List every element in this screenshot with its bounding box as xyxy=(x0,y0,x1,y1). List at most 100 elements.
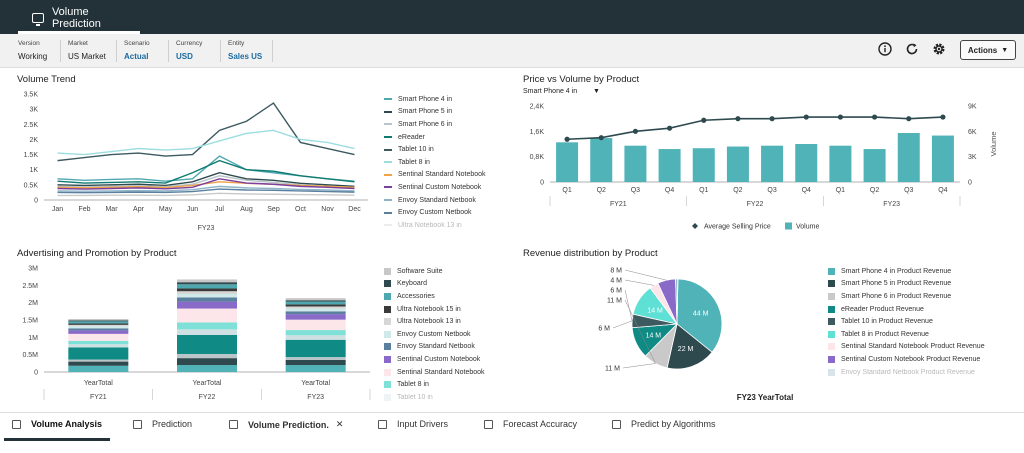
legend-item[interactable]: Smart Phone 6 in xyxy=(384,118,486,131)
pov-currency[interactable]: Currency USD xyxy=(176,40,202,61)
stack-segment xyxy=(68,318,129,321)
close-icon[interactable]: ✕ xyxy=(335,419,344,429)
tab-volume-analysis[interactable]: Volume Analysis xyxy=(3,419,111,441)
stack-segment xyxy=(177,329,237,335)
legend-swatch xyxy=(828,355,835,363)
legend-item[interactable]: eReader Product Revenue xyxy=(828,303,985,316)
pov-market[interactable]: Market US Market xyxy=(68,40,106,61)
pov-value: Sales US xyxy=(228,52,263,61)
legend-item[interactable]: Accessories xyxy=(384,290,485,303)
legend-item[interactable]: Software Suite xyxy=(384,265,485,278)
slice-label-outside: 6 M xyxy=(610,288,622,295)
stack-segment xyxy=(285,357,346,360)
y-tick-label-left: 1,6K xyxy=(530,129,545,136)
y-tick-label: 3M xyxy=(28,266,38,273)
y-tick-label-left: 0,8K xyxy=(530,154,545,161)
legend-item[interactable]: Sentinal Standard Notebook xyxy=(384,169,486,182)
x-tick-label: Nov xyxy=(321,206,334,213)
legend-item[interactable]: Tablet 8 in Product Revenue xyxy=(828,328,985,341)
refresh-icon[interactable] xyxy=(903,40,921,58)
legend-item[interactable]: Tablet 10 in xyxy=(384,143,486,156)
legend-item[interactable]: Envoy Standard Netbook Product Revenue xyxy=(828,366,985,379)
legend-item[interactable]: Tablet 10 in Product Revenue xyxy=(828,315,985,328)
slice-label-outside: 4 M xyxy=(610,278,622,285)
legend-swatch xyxy=(828,292,835,300)
tab-prediction[interactable]: Prediction xyxy=(133,419,192,429)
actions-button[interactable]: Actions ▼ xyxy=(960,40,1016,60)
legend-item[interactable]: Sentinal Custom Notebook xyxy=(384,181,486,194)
y-tick-label: 3K xyxy=(29,107,38,114)
stack-segment xyxy=(285,339,346,358)
legend-label: Smart Phone 5 in Product Revenue xyxy=(841,280,952,288)
legend-item[interactable]: Envoy Custom Netbook xyxy=(384,328,485,341)
x-tick-label: Q4 xyxy=(802,187,811,194)
legend-item[interactable]: Ultra Notebook 15 in xyxy=(384,303,485,316)
legend-item[interactable]: Tablet 10 in xyxy=(384,391,485,404)
legend-item[interactable]: eReader xyxy=(384,131,486,144)
actions-label: Actions xyxy=(967,45,998,55)
legend-item[interactable]: Smart Phone 4 in Product Revenue xyxy=(828,265,985,278)
volume-bar xyxy=(658,149,681,182)
pov-version[interactable]: Version Working xyxy=(18,40,47,61)
tab-predict-by-algorithms[interactable]: Predict by Algorithms xyxy=(612,419,716,429)
caret-down-icon: ▼ xyxy=(1001,46,1009,54)
legend-label: Envoy Standard Netbook xyxy=(397,343,475,351)
legend-item[interactable]: Smart Phone 4 in xyxy=(384,93,486,106)
legend-item[interactable]: Tablet 8 in xyxy=(384,156,486,169)
legend-item[interactable]: Smart Phone 5 in Product Revenue xyxy=(828,278,985,291)
pov-value: Actual xyxy=(124,52,149,61)
tab-label: Volume Prediction. xyxy=(248,419,329,430)
legend-item[interactable]: Envoy Standard Netbook xyxy=(384,194,486,207)
tab-forecast-accuracy[interactable]: Forecast Accuracy xyxy=(484,419,577,429)
legend-label: Ultra Notebook 15 in xyxy=(397,305,461,313)
legend-swatch xyxy=(384,381,391,389)
legend-label: Tablet 10 in xyxy=(397,393,433,401)
x-tick-label: Q3 xyxy=(631,187,640,194)
product-selector[interactable]: Smart Phone 4 in ▼ xyxy=(523,88,600,95)
gear-icon[interactable] xyxy=(930,40,948,58)
legend-marker xyxy=(692,223,698,229)
stack-segment xyxy=(285,330,346,336)
tab-input-drivers[interactable]: Input Drivers xyxy=(378,419,448,429)
stack-segment xyxy=(177,284,237,289)
tab-volume-prediction[interactable]: Volume Prediction xyxy=(18,4,140,34)
divider xyxy=(60,40,61,62)
legend-item[interactable]: Envoy Custom Netbook xyxy=(384,206,486,219)
stack-segment xyxy=(285,365,346,372)
pov-scenario[interactable]: Scenario Actual xyxy=(124,40,150,61)
legend-swatch xyxy=(828,368,835,376)
pov-entity[interactable]: Entity Sales US xyxy=(228,40,262,61)
legend-item[interactable]: Sentinal Standard Notebook Product Reven… xyxy=(828,341,985,354)
pov-label: Version xyxy=(18,40,40,47)
pov-label: Entity xyxy=(228,40,245,47)
legend-item[interactable]: Ultra Notebook 13 in xyxy=(384,219,486,232)
x-tick-label: Oct xyxy=(295,206,306,213)
info-icon[interactable] xyxy=(876,40,894,58)
legend-item[interactable]: Sentinal Custom Notebook Product Revenue xyxy=(828,353,985,366)
legend-item[interactable]: Smart Phone 6 in Product Revenue xyxy=(828,290,985,303)
legend-item[interactable]: Sentinal Standard Notebook xyxy=(384,366,485,379)
legend-label: Accessories xyxy=(397,292,435,300)
legend-label: Tablet 8 in Product Revenue xyxy=(841,330,929,338)
leader-line xyxy=(624,269,667,281)
legend-item[interactable]: Envoy Standard Netbook xyxy=(384,341,485,354)
legend-label: Smart Phone 5 in xyxy=(398,108,453,116)
stack-segment xyxy=(285,314,346,320)
slice-label-outside: 11 M xyxy=(607,298,622,305)
legend-label: Tablet 8 in xyxy=(397,381,429,389)
divider xyxy=(168,40,169,62)
x-tick-label: Q1 xyxy=(699,187,708,194)
stack-segment xyxy=(285,359,346,366)
volume-bar xyxy=(556,142,579,182)
x-tick-label: YearTotal xyxy=(84,380,113,387)
legend-item[interactable]: Tablet 8 in xyxy=(384,378,485,391)
stack-segment xyxy=(285,308,346,312)
legend-swatch xyxy=(384,224,392,227)
legend-item[interactable]: Ultra Notebook 13 in xyxy=(384,315,485,328)
legend-item[interactable]: Keyboard xyxy=(384,278,485,291)
legend-item[interactable]: Sentinal Custom Notebook xyxy=(384,353,485,366)
legend-swatch xyxy=(384,110,392,113)
stack-segment xyxy=(68,328,129,331)
tab-volume-prediction[interactable]: Volume Prediction. ✕ xyxy=(229,419,343,430)
legend-item[interactable]: Smart Phone 5 in xyxy=(384,106,486,119)
